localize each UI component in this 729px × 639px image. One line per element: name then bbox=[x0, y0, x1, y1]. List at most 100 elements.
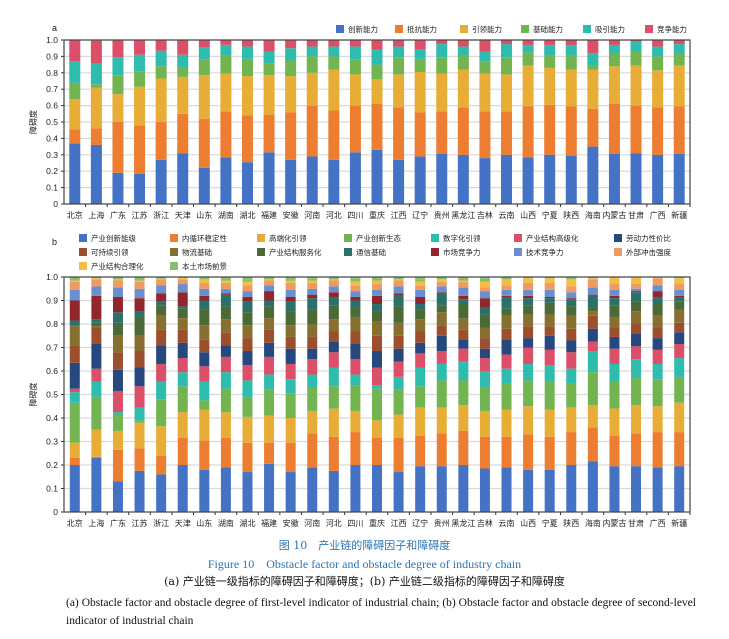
bar-segment bbox=[156, 279, 167, 286]
bar-segment bbox=[285, 379, 296, 394]
bar-segment bbox=[479, 158, 491, 204]
bar-segment bbox=[199, 300, 210, 310]
bar-segment bbox=[285, 60, 297, 77]
bar-segment bbox=[220, 437, 231, 468]
legend-swatch bbox=[431, 234, 439, 242]
bar-segment bbox=[652, 56, 664, 71]
bar-segment bbox=[199, 295, 210, 301]
bar-segment bbox=[91, 396, 102, 430]
bar-segment bbox=[415, 435, 426, 467]
bar-segment bbox=[544, 349, 555, 366]
bar-segment bbox=[242, 472, 253, 512]
bar-segment bbox=[436, 305, 447, 313]
bar-segment bbox=[69, 465, 80, 512]
bar-segment bbox=[436, 279, 447, 282]
x-tick-label: 北京 bbox=[67, 210, 83, 220]
bar-segment bbox=[156, 285, 167, 294]
bar-segment bbox=[415, 285, 426, 290]
bar-segment bbox=[501, 277, 512, 280]
bar-segment bbox=[91, 429, 102, 457]
x-tick-label: 辽宁 bbox=[412, 210, 428, 220]
bar-segment bbox=[458, 295, 469, 300]
bar-segment bbox=[609, 295, 620, 299]
bar-segment bbox=[501, 295, 512, 297]
bar-segment bbox=[264, 415, 275, 443]
bar-segment bbox=[458, 299, 469, 305]
bar-segment bbox=[263, 63, 275, 76]
bar-segment bbox=[134, 420, 145, 423]
x-tick-label: 甘肃 bbox=[628, 518, 644, 528]
x-tick-label: 上海 bbox=[88, 518, 104, 528]
x-tick-label: 内蒙古 bbox=[602, 210, 626, 220]
bar-segment bbox=[199, 279, 210, 283]
bar-segment bbox=[652, 363, 663, 380]
bar-segment bbox=[199, 352, 210, 367]
bar-segment bbox=[372, 311, 382, 322]
bar-segment bbox=[264, 279, 275, 281]
bar-segment bbox=[285, 442, 296, 473]
bar-segment bbox=[242, 338, 253, 352]
bar-segment bbox=[91, 368, 102, 382]
x-tick-label: 安徽 bbox=[283, 518, 299, 528]
x-tick-label: 湖南 bbox=[218, 210, 234, 220]
bar-segment bbox=[328, 277, 339, 280]
bar-segment bbox=[264, 318, 275, 330]
bar-segment bbox=[156, 474, 167, 512]
bar-segment bbox=[372, 437, 382, 465]
bar-segment bbox=[69, 289, 80, 301]
x-tick-label: 海南 bbox=[585, 210, 601, 220]
bar-segment bbox=[393, 57, 405, 75]
legend-label: 基础能力 bbox=[533, 24, 563, 34]
bar-segment bbox=[479, 111, 491, 159]
bar-segment bbox=[134, 280, 145, 282]
bar-segment bbox=[479, 61, 491, 74]
bar-segment bbox=[458, 304, 469, 319]
bar-segment bbox=[587, 69, 599, 109]
bar-segment bbox=[415, 296, 426, 305]
bar-segment bbox=[242, 325, 253, 339]
bar-segment bbox=[371, 149, 383, 204]
bar-segment bbox=[220, 372, 231, 389]
bar-segment bbox=[90, 84, 102, 88]
bar-segment bbox=[674, 332, 685, 344]
bar-segment bbox=[177, 465, 188, 512]
legend-swatch bbox=[395, 25, 403, 33]
bar-segment bbox=[112, 172, 124, 204]
bar-segment bbox=[177, 292, 188, 307]
bar-segment bbox=[198, 47, 210, 60]
bar-segment bbox=[372, 465, 382, 512]
bar-segment bbox=[134, 40, 146, 55]
legend-swatch bbox=[460, 25, 468, 33]
bar-segment bbox=[220, 332, 231, 346]
bar-segment bbox=[350, 343, 361, 360]
x-tick-label: 云南 bbox=[499, 210, 515, 220]
bar-segment bbox=[544, 104, 556, 155]
bar-segment bbox=[177, 76, 189, 114]
bar-segment bbox=[349, 59, 361, 75]
bar-segment bbox=[264, 306, 275, 319]
bar-segment bbox=[501, 383, 512, 410]
bar-segment bbox=[544, 365, 555, 382]
bar-segment bbox=[415, 353, 426, 368]
bar-segment bbox=[90, 87, 102, 129]
bar-segment bbox=[372, 351, 382, 368]
bar-segment bbox=[587, 279, 598, 288]
bar-segment bbox=[608, 153, 620, 204]
bar-segment bbox=[414, 112, 426, 157]
bar-segment bbox=[393, 293, 404, 296]
bar-segment bbox=[350, 281, 361, 286]
x-tick-label: 上海 bbox=[88, 210, 104, 220]
bar-segment bbox=[69, 277, 80, 281]
y-tick-label: 0.7 bbox=[46, 84, 58, 94]
bar-segment bbox=[674, 358, 685, 377]
y-tick-label: 0.3 bbox=[46, 437, 58, 447]
bar-segment bbox=[350, 385, 361, 411]
x-tick-label: 宁夏 bbox=[542, 518, 558, 528]
bar-segment bbox=[241, 76, 253, 116]
bar-segment bbox=[479, 387, 490, 411]
x-tick-label: 江西 bbox=[391, 211, 407, 220]
bar-segment bbox=[372, 385, 382, 389]
bar-segment bbox=[479, 51, 491, 62]
bar-segment bbox=[674, 296, 685, 302]
bar-segment bbox=[393, 295, 404, 307]
